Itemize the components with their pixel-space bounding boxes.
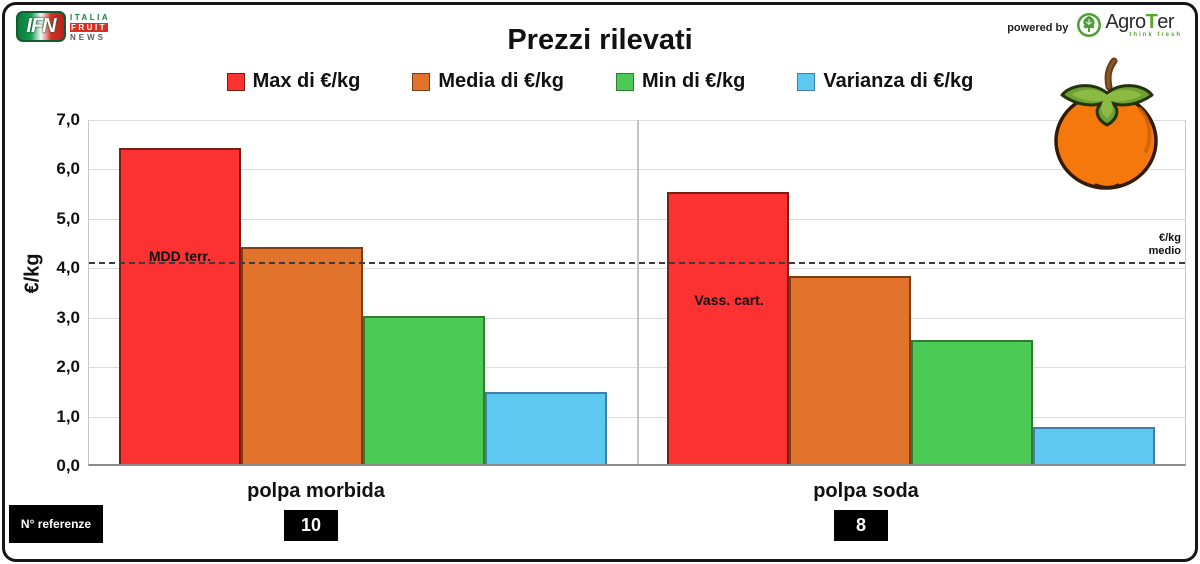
ifn-logo-badge: IFN <box>16 11 66 42</box>
ifn-logo-line-italia: ITALIA <box>70 13 111 22</box>
legend-item-1: Media di €/kg <box>412 70 564 93</box>
bar-annotation-mdd: MDD terr. <box>148 248 212 264</box>
legend-label: Varianza di €/kg <box>823 70 974 92</box>
legend-label: Min di €/kg <box>641 70 746 92</box>
powered-by-block: powered by AgroTer think fresh <box>1007 12 1182 38</box>
bar-groups <box>89 120 1185 464</box>
y-tick-label: 3,0 <box>56 307 80 327</box>
legend-item-2: Min di €/kg <box>615 70 746 93</box>
legend-item-0: Max di €/kg <box>226 70 361 93</box>
ifn-logo-line-fruit: FRUIT <box>70 23 109 32</box>
legend-label: Max di €/kg <box>252 70 361 92</box>
agroter-wordmark: AgroTer think fresh <box>1105 12 1182 38</box>
plot-area: €/kg medio MDD terr. Vass. cart. <box>88 120 1186 466</box>
bar-group-polpa-morbida <box>89 120 637 464</box>
bar-group-polpa-soda <box>637 120 1185 464</box>
chart-title: Prezzi rilevati <box>507 24 693 56</box>
legend-swatch-icon <box>797 72 816 91</box>
bar-min-polpa-morbida <box>363 315 485 464</box>
y-tick-label: 4,0 <box>56 258 80 278</box>
agroter-name: AgroTer <box>1105 11 1175 33</box>
agroter-tree-icon <box>1077 13 1102 37</box>
ifn-logo: IFN ITALIA FRUIT NEWS <box>16 11 110 42</box>
agroter-tagline: think fresh <box>1129 32 1182 38</box>
y-tick-label: 5,0 <box>56 208 80 228</box>
category-divider-line <box>637 120 639 464</box>
chart-legend: Max di €/kg Media di €/kg Min di €/kg Varia… <box>0 70 1200 93</box>
bar-varianza-polpa-morbida <box>485 392 607 464</box>
legend-item-3: Varianza di €/kg <box>797 70 973 93</box>
category-label-polpa-morbida: polpa morbida <box>247 480 385 502</box>
y-axis-ticks: 7,0 6,0 5,0 4,0 3,0 2,0 1,0 0,0 <box>0 110 80 475</box>
legend-swatch-icon <box>412 72 431 91</box>
powered-by-label: powered by <box>1007 22 1069 34</box>
bar-media-polpa-morbida <box>241 246 363 464</box>
bar-min-polpa-soda <box>911 340 1033 464</box>
agroter-logo: AgroTer think fresh <box>1076 12 1182 38</box>
persimmon-fruit-illustration <box>1054 57 1158 190</box>
referenze-legend-badge: N° referenze <box>9 505 103 543</box>
average-price-label: €/kg medio <box>1148 231 1181 258</box>
y-tick-label: 0,0 <box>56 456 80 475</box>
bar-media-polpa-soda <box>789 276 911 464</box>
bar-max-polpa-soda <box>667 192 789 464</box>
bar-annotation-vass: Vass. cart. <box>694 292 764 308</box>
ifn-logo-abbr: IFN <box>26 15 56 37</box>
y-tick-label: 2,0 <box>56 357 80 377</box>
bar-varianza-polpa-soda <box>1033 426 1155 464</box>
ifn-logo-text: ITALIA FRUIT NEWS <box>70 11 110 42</box>
legend-swatch-icon <box>226 72 245 91</box>
y-tick-label: 7,0 <box>56 110 80 129</box>
referenze-count-polpa-morbida: 10 <box>284 510 338 541</box>
y-tick-label: 6,0 <box>56 159 80 179</box>
ifn-logo-line-news: NEWS <box>70 33 106 42</box>
referenze-count-polpa-soda: 8 <box>834 510 888 541</box>
legend-label: Media di €/kg <box>438 70 564 92</box>
category-label-polpa-soda: polpa soda <box>813 480 919 502</box>
average-price-dashed-line <box>89 261 1185 264</box>
legend-swatch-icon <box>615 72 634 91</box>
y-tick-label: 1,0 <box>56 406 80 426</box>
bar-max-polpa-morbida <box>119 147 241 464</box>
